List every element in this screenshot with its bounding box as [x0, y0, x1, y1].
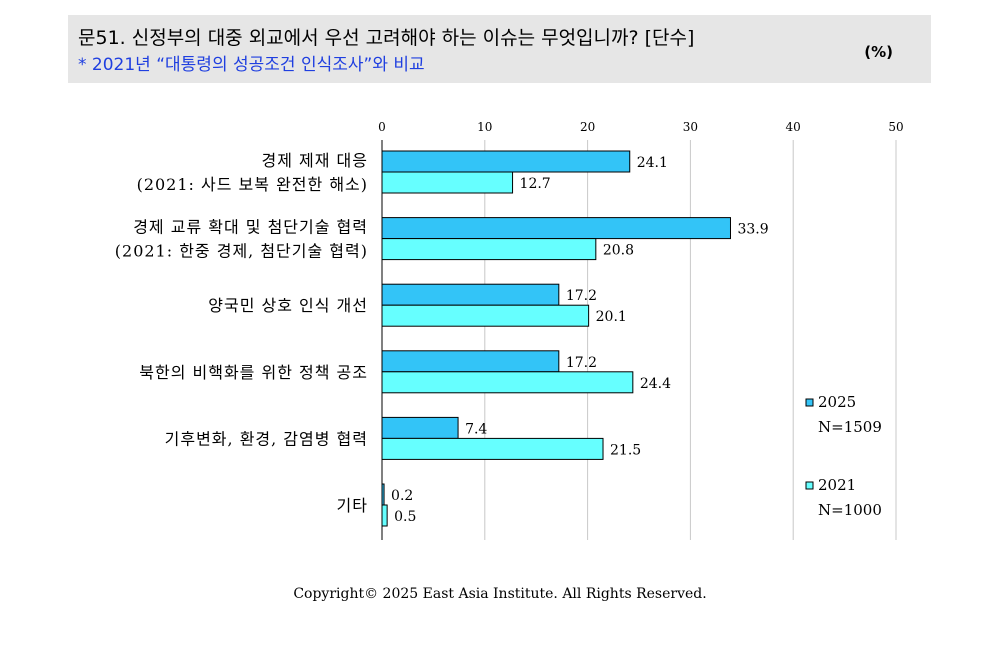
- x-tick-label: 20: [580, 120, 595, 134]
- bar-2021: [381, 437, 604, 460]
- bar-2021: [381, 304, 590, 327]
- data-label: 20.1: [596, 309, 627, 325]
- bar-2021: [381, 371, 634, 394]
- legend-swatch: [805, 398, 814, 407]
- legend-label: 2021: [818, 476, 856, 494]
- data-label: 0.5: [394, 509, 416, 525]
- unit-label: (%): [864, 43, 893, 61]
- data-label: 12.7: [520, 176, 551, 192]
- x-tick-label: 30: [683, 120, 698, 134]
- legend-swatch: [805, 481, 814, 490]
- category-label: (2021: 사드 보복 완전한 해소): [137, 175, 368, 194]
- category-label: (2021: 한중 경제, 첨단기술 협력): [115, 242, 368, 261]
- bar-2021: [381, 171, 514, 194]
- category-label: 기후변화, 환경, 감염병 협력: [165, 429, 368, 448]
- bar-2025: [381, 150, 631, 173]
- data-label: 7.4: [465, 421, 487, 437]
- x-tick-label: 10: [477, 120, 492, 134]
- bar-2025: [381, 416, 459, 439]
- data-label: 24.1: [637, 155, 668, 171]
- category-label: 북한의 비핵화를 위한 정책 공조: [139, 363, 368, 382]
- x-tick-label: 40: [786, 120, 801, 134]
- copyright-footer: Copyright© 2025 East Asia Institute. All…: [293, 586, 707, 602]
- data-label: 17.2: [566, 288, 597, 304]
- data-label: 24.4: [640, 376, 671, 392]
- data-label: 17.2: [566, 355, 597, 371]
- bar-2021: [381, 504, 388, 527]
- bar-2025: [381, 350, 560, 373]
- bar-2025: [381, 283, 560, 306]
- category-label: 기타: [337, 496, 368, 515]
- category-label: 경제 제재 대응: [262, 151, 369, 170]
- category-label: 경제 교류 확대 및 첨단기술 협력: [133, 218, 368, 237]
- question-subtitle: * 2021년 “대통령의 성공조건 인식조사”와 비교: [78, 55, 425, 75]
- bar-2025: [381, 483, 385, 506]
- x-tick-label: 50: [888, 120, 903, 134]
- bar-2025: [381, 217, 731, 240]
- data-label: 21.5: [610, 442, 641, 458]
- legend-n: N=1000: [818, 501, 882, 519]
- data-label: 0.2: [391, 488, 413, 504]
- question-title: 문51. 신정부의 대중 외교에서 우선 고려해야 하는 이슈는 무엇입니까? …: [78, 27, 695, 49]
- bar-2021: [381, 238, 597, 261]
- data-label: 33.9: [737, 222, 768, 238]
- legend-n: N=1509: [818, 418, 882, 436]
- x-tick-label: 0: [378, 120, 386, 134]
- category-label: 양국민 상호 인식 개선: [208, 296, 368, 315]
- data-label: 20.8: [603, 243, 634, 259]
- question-header: 문51. 신정부의 대중 외교에서 우선 고려해야 하는 이슈는 무엇입니까? …: [68, 15, 931, 83]
- legend-label: 2025: [818, 393, 856, 411]
